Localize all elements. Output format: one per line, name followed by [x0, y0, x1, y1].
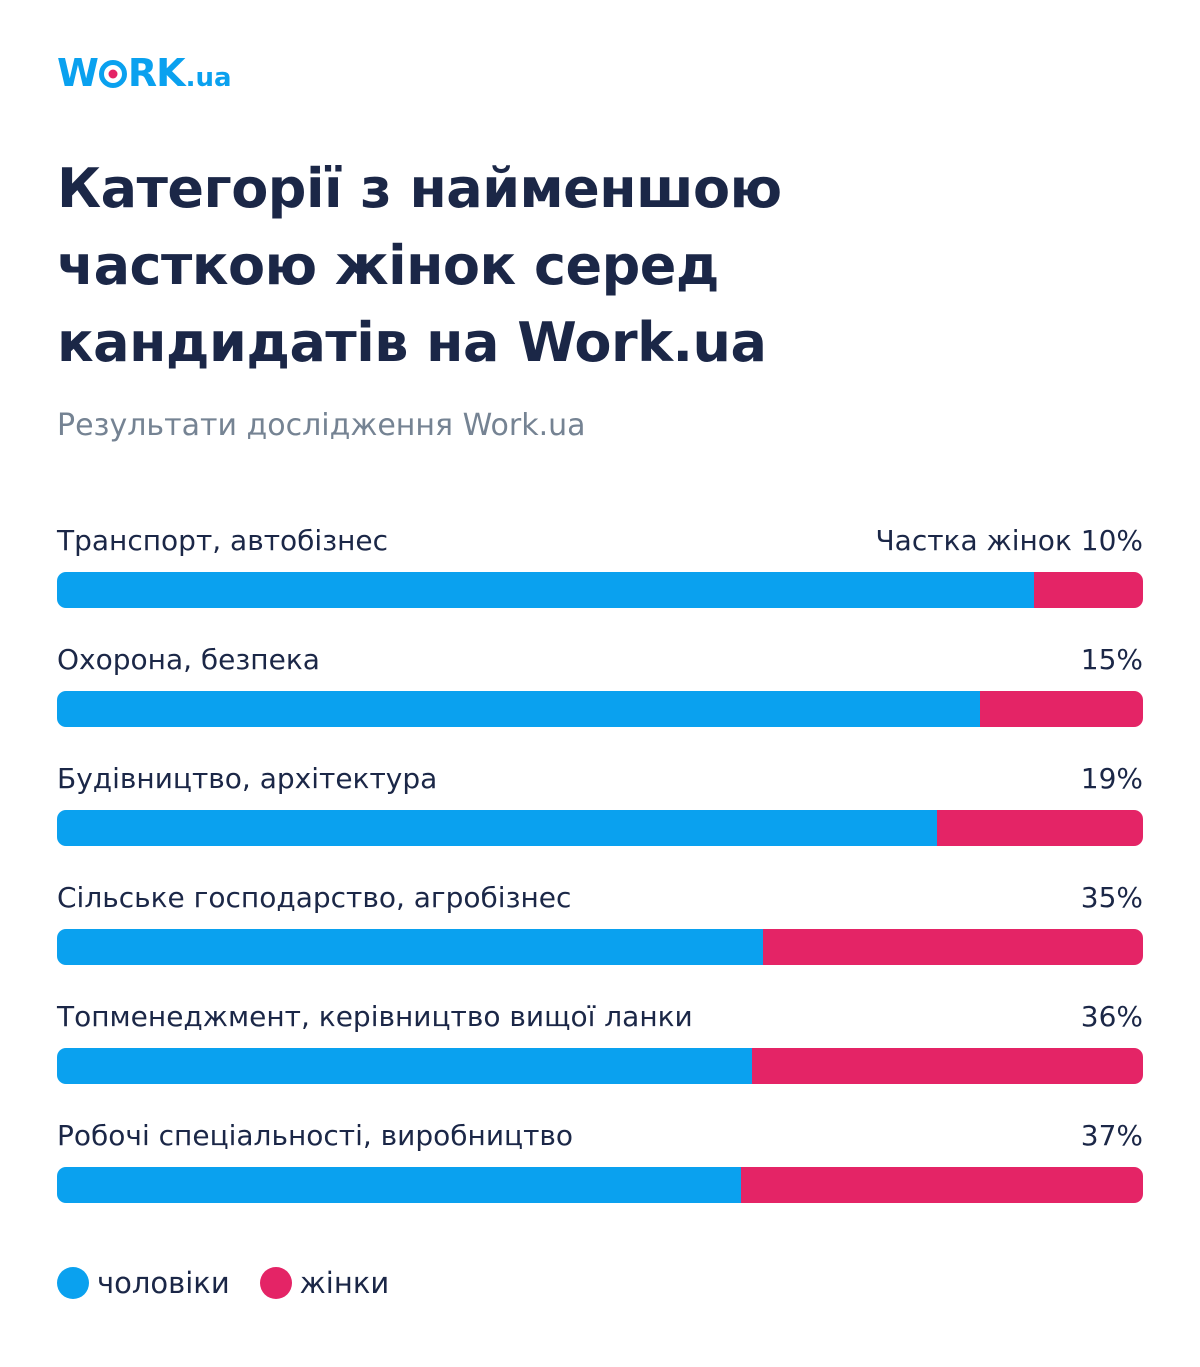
bar-segment-women — [741, 1167, 1143, 1203]
logo-suffix: .ua — [185, 63, 232, 93]
chart-row: Охорона, безпека 15% — [57, 639, 1143, 758]
women-share-label: 15% — [1081, 639, 1143, 681]
women-share-value: 37% — [1080, 1119, 1143, 1152]
women-share-value: 19% — [1080, 762, 1143, 795]
logo-o-target-icon — [98, 60, 127, 88]
legend: чоловіки жінки — [57, 1266, 419, 1300]
category-label: Транспорт, автобізнес — [57, 524, 389, 557]
bar-segment-women — [980, 691, 1143, 727]
chart-row: Сільське господарство, агробізнес 35% — [57, 877, 1143, 996]
women-share-value: 35% — [1080, 881, 1143, 914]
bar-segment-women — [1034, 572, 1143, 608]
bar-segment-men — [57, 1167, 742, 1203]
bar-segment-men — [57, 929, 763, 965]
bar-segment-women — [936, 810, 1143, 846]
logo-text-start: W — [57, 51, 99, 95]
legend-swatch-women — [259, 1267, 292, 1299]
bar-segment-men — [57, 1048, 753, 1084]
women-share-prefix: Частка жінок — [875, 524, 1081, 557]
category-label: Сільське господарство, агробізнес — [57, 881, 572, 914]
logo-text-end: RK — [127, 51, 186, 95]
women-share-label: 35% — [1081, 877, 1143, 919]
women-share-label: 19% — [1081, 758, 1143, 800]
category-label: Будівництво, архітектура — [57, 762, 438, 795]
women-share-label: 37% — [1081, 1115, 1143, 1157]
category-label: Робочі спеціальності, виробництво — [57, 1119, 574, 1152]
category-label: Охорона, безпека — [57, 643, 320, 676]
women-share-value: 15% — [1080, 643, 1143, 676]
bar-segment-women — [752, 1048, 1143, 1084]
bar-segment-men — [57, 691, 981, 727]
chart-row: Транспорт, автобізнес Частка жінок 10% — [57, 520, 1143, 639]
legend-swatch-men — [57, 1267, 89, 1299]
stacked-bar — [57, 1167, 1143, 1203]
stacked-bar — [57, 691, 1143, 727]
legend-label-women: жінки — [299, 1266, 390, 1300]
women-share-value: 10% — [1080, 524, 1143, 557]
chart-subtitle: Результати дослідження Work.ua — [57, 408, 586, 443]
bar-segment-men — [57, 810, 937, 846]
stacked-bar — [57, 929, 1143, 965]
chart-title: Категорії з найменшою часткою жінок сере… — [57, 157, 782, 374]
stacked-bar-chart: Транспорт, автобізнес Частка жінок 10% Охо… — [57, 520, 1143, 1234]
legend-item-women: жінки — [259, 1266, 390, 1300]
chart-row: Робочі спеціальності, виробництво 37% — [57, 1115, 1143, 1234]
chart-row: Будівництво, архітектура 19% — [57, 758, 1143, 877]
stacked-bar — [57, 1048, 1143, 1084]
women-share-label: Частка жінок 10% — [875, 520, 1143, 562]
women-share-value: 36% — [1080, 1000, 1143, 1033]
legend-label-men: чоловіки — [97, 1266, 230, 1300]
chart-row: Топменеджмент, керівництво вищої ланки 36… — [57, 996, 1143, 1115]
bar-segment-men — [57, 572, 1035, 608]
category-label: Топменеджмент, керівництво вищої ланки — [57, 1000, 693, 1033]
stacked-bar — [57, 810, 1143, 846]
work-ua-logo: W RK .ua — [57, 52, 232, 94]
women-share-label: 36% — [1081, 996, 1143, 1038]
legend-item-men: чоловіки — [57, 1266, 230, 1300]
bar-segment-women — [762, 929, 1143, 965]
stacked-bar — [57, 572, 1143, 608]
